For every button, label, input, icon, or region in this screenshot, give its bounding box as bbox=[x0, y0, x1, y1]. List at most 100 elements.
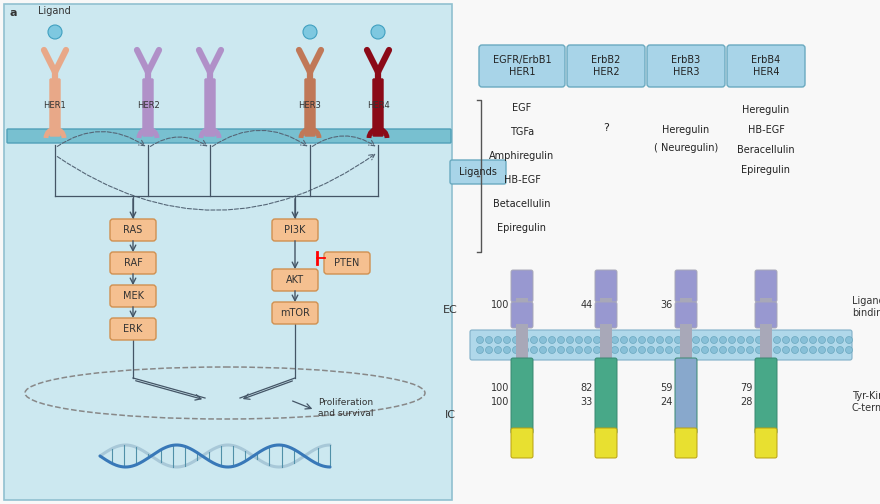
Circle shape bbox=[765, 337, 772, 344]
Circle shape bbox=[684, 337, 691, 344]
Circle shape bbox=[495, 337, 502, 344]
Text: Proliferation
and survival: Proliferation and survival bbox=[318, 398, 373, 418]
Bar bbox=[760, 324, 772, 360]
Text: HER3: HER3 bbox=[298, 101, 321, 110]
Bar bbox=[600, 298, 612, 306]
Circle shape bbox=[593, 347, 600, 353]
FancyBboxPatch shape bbox=[675, 428, 697, 458]
Circle shape bbox=[791, 337, 798, 344]
Text: ErbB4
HER4: ErbB4 HER4 bbox=[752, 55, 781, 77]
Text: 100: 100 bbox=[491, 397, 509, 407]
Bar bbox=[600, 324, 612, 360]
Circle shape bbox=[531, 347, 538, 353]
Text: HB-EGF: HB-EGF bbox=[503, 175, 540, 185]
Circle shape bbox=[684, 347, 691, 353]
Circle shape bbox=[629, 337, 636, 344]
Circle shape bbox=[593, 337, 600, 344]
FancyBboxPatch shape bbox=[7, 129, 451, 143]
Circle shape bbox=[620, 347, 627, 353]
Text: Ligand
binding: Ligand binding bbox=[852, 296, 880, 318]
Circle shape bbox=[665, 337, 672, 344]
FancyBboxPatch shape bbox=[110, 318, 156, 340]
Circle shape bbox=[486, 347, 493, 353]
Text: 36: 36 bbox=[661, 300, 673, 310]
Circle shape bbox=[303, 25, 317, 39]
Circle shape bbox=[756, 347, 762, 353]
Circle shape bbox=[648, 347, 655, 353]
Text: a: a bbox=[10, 8, 18, 18]
Text: HER1: HER1 bbox=[44, 101, 66, 110]
FancyBboxPatch shape bbox=[675, 270, 697, 302]
Circle shape bbox=[648, 337, 655, 344]
Circle shape bbox=[531, 337, 538, 344]
FancyBboxPatch shape bbox=[272, 302, 318, 324]
Circle shape bbox=[539, 347, 546, 353]
FancyBboxPatch shape bbox=[479, 45, 565, 87]
Circle shape bbox=[701, 347, 708, 353]
FancyBboxPatch shape bbox=[755, 428, 777, 458]
Text: Ligand: Ligand bbox=[38, 6, 70, 16]
Circle shape bbox=[729, 337, 736, 344]
FancyBboxPatch shape bbox=[511, 428, 533, 458]
Circle shape bbox=[603, 337, 610, 344]
FancyBboxPatch shape bbox=[595, 270, 617, 302]
Text: Betacellulin: Betacellulin bbox=[494, 199, 551, 209]
Circle shape bbox=[629, 347, 636, 353]
Circle shape bbox=[693, 337, 700, 344]
Bar bbox=[760, 298, 772, 306]
Circle shape bbox=[810, 347, 817, 353]
FancyBboxPatch shape bbox=[143, 79, 153, 137]
Circle shape bbox=[720, 347, 727, 353]
Text: Beracellulin: Beracellulin bbox=[737, 145, 795, 155]
Circle shape bbox=[801, 337, 808, 344]
Text: HB-EGF: HB-EGF bbox=[748, 125, 784, 135]
Text: 79: 79 bbox=[741, 383, 753, 393]
Circle shape bbox=[674, 337, 681, 344]
Circle shape bbox=[701, 337, 708, 344]
Circle shape bbox=[720, 337, 727, 344]
Circle shape bbox=[567, 347, 574, 353]
Circle shape bbox=[656, 337, 664, 344]
Circle shape bbox=[674, 347, 681, 353]
FancyBboxPatch shape bbox=[324, 252, 370, 274]
Text: EGF: EGF bbox=[512, 103, 532, 113]
Circle shape bbox=[371, 25, 385, 39]
Circle shape bbox=[656, 347, 664, 353]
Circle shape bbox=[603, 347, 610, 353]
FancyBboxPatch shape bbox=[755, 358, 777, 434]
Text: Ligands: Ligands bbox=[459, 167, 497, 177]
Circle shape bbox=[522, 337, 529, 344]
FancyBboxPatch shape bbox=[511, 270, 533, 302]
Circle shape bbox=[512, 337, 519, 344]
Circle shape bbox=[612, 337, 619, 344]
Text: Epiregulin: Epiregulin bbox=[497, 223, 546, 233]
FancyBboxPatch shape bbox=[675, 302, 697, 328]
Text: 24: 24 bbox=[661, 397, 673, 407]
Circle shape bbox=[710, 337, 717, 344]
Text: Epiregulin: Epiregulin bbox=[742, 165, 790, 175]
Circle shape bbox=[827, 337, 834, 344]
Circle shape bbox=[512, 347, 519, 353]
Circle shape bbox=[522, 347, 529, 353]
Text: PTEN: PTEN bbox=[334, 258, 360, 268]
FancyBboxPatch shape bbox=[470, 330, 852, 360]
FancyBboxPatch shape bbox=[110, 252, 156, 274]
Text: TGFa: TGFa bbox=[510, 127, 534, 137]
FancyBboxPatch shape bbox=[755, 270, 777, 302]
Circle shape bbox=[746, 347, 753, 353]
FancyBboxPatch shape bbox=[595, 302, 617, 328]
Text: RAF: RAF bbox=[123, 258, 143, 268]
Circle shape bbox=[639, 347, 646, 353]
Circle shape bbox=[846, 347, 853, 353]
Bar bbox=[516, 298, 528, 306]
FancyBboxPatch shape bbox=[272, 269, 318, 291]
Text: HER2: HER2 bbox=[136, 101, 159, 110]
FancyBboxPatch shape bbox=[4, 4, 452, 500]
Circle shape bbox=[584, 347, 591, 353]
Circle shape bbox=[782, 337, 789, 344]
Text: 100: 100 bbox=[491, 300, 509, 310]
Circle shape bbox=[584, 337, 591, 344]
Circle shape bbox=[746, 337, 753, 344]
Circle shape bbox=[737, 347, 744, 353]
Text: 44: 44 bbox=[581, 300, 593, 310]
